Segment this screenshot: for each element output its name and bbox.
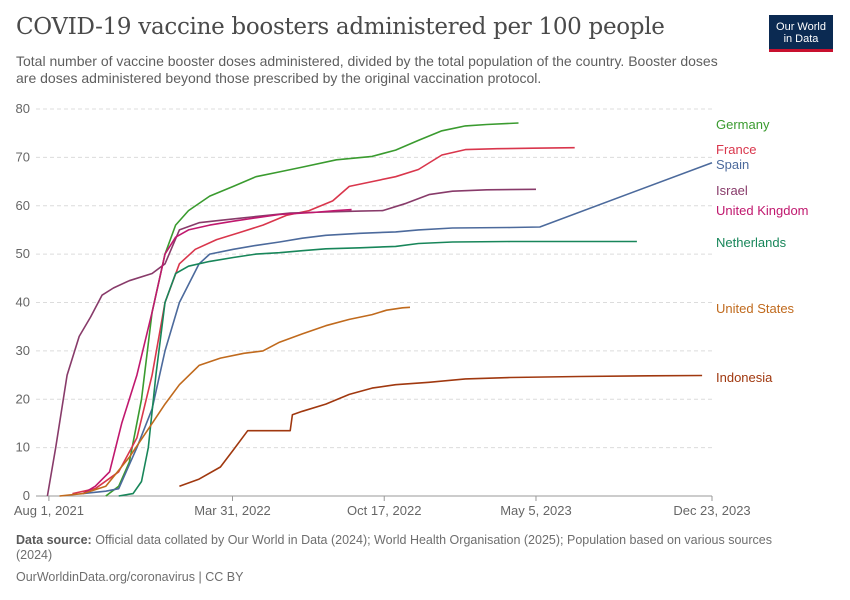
legend-label: Spain [716, 157, 749, 172]
y-tick-label: 10 [16, 440, 30, 455]
legend-label: United Kingdom [716, 203, 809, 218]
series-line [82, 161, 713, 495]
series-line [82, 208, 352, 495]
data-source-text: Official data collated by Our World in D… [16, 533, 772, 562]
legend-label: Netherlands [716, 235, 787, 250]
data-source: Data source: Official data collated by O… [16, 533, 806, 563]
legend-label: Indonesia [716, 370, 773, 385]
series-lines [46, 122, 713, 497]
y-tick-label: 50 [16, 246, 30, 261]
y-axis: 0 10 20 30 40 50 60 70 80 [16, 101, 30, 503]
data-source-label: Data source: [16, 533, 92, 547]
x-tick-label: Mar 31, 2022 [194, 503, 271, 518]
legend-label: France [716, 142, 756, 157]
x-tick-label: Dec 23, 2023 [673, 503, 750, 518]
grid-lines [36, 108, 712, 449]
y-tick-label: 80 [16, 101, 30, 116]
series-line [59, 306, 411, 497]
y-tick-label: 40 [16, 295, 30, 310]
logo-line-2: in Data [783, 33, 819, 45]
x-axis: Aug 1, 2021 Mar 31, 2022 Oct 17, 2022 May 5… [14, 495, 751, 518]
y-tick-label: 30 [16, 343, 30, 358]
series-line [118, 240, 637, 497]
series-line [179, 374, 703, 488]
y-tick-label: 70 [16, 149, 30, 164]
legend-label: Israel [716, 183, 748, 198]
series-line [105, 122, 519, 497]
y-tick-label: 60 [16, 198, 30, 213]
x-tick-label: Aug 1, 2021 [14, 503, 84, 518]
x-tick-label: May 5, 2023 [500, 503, 572, 518]
chart-title: COVID-19 vaccine boosters administered p… [16, 14, 665, 40]
source-url[interactable]: OurWorldinData.org/coronavirus | CC BY [16, 570, 244, 584]
series-line [72, 146, 575, 495]
logo-line-1: Our World [776, 21, 826, 33]
y-tick-label: 0 [23, 488, 30, 503]
series-line [46, 188, 537, 497]
y-tick-label: 20 [16, 391, 30, 406]
line-chart: 0 10 20 30 40 50 60 70 80 Aug 1, 2021 Mar 31, 202… [14, 101, 809, 518]
owid-logo[interactable]: Our World in Data [769, 15, 833, 52]
legend-label: United States [716, 301, 795, 316]
chart-subtitle: Total number of vaccine booster doses ad… [16, 53, 718, 86]
legend-label: Germany [716, 117, 770, 132]
x-tick-label: Oct 17, 2022 [347, 503, 421, 518]
